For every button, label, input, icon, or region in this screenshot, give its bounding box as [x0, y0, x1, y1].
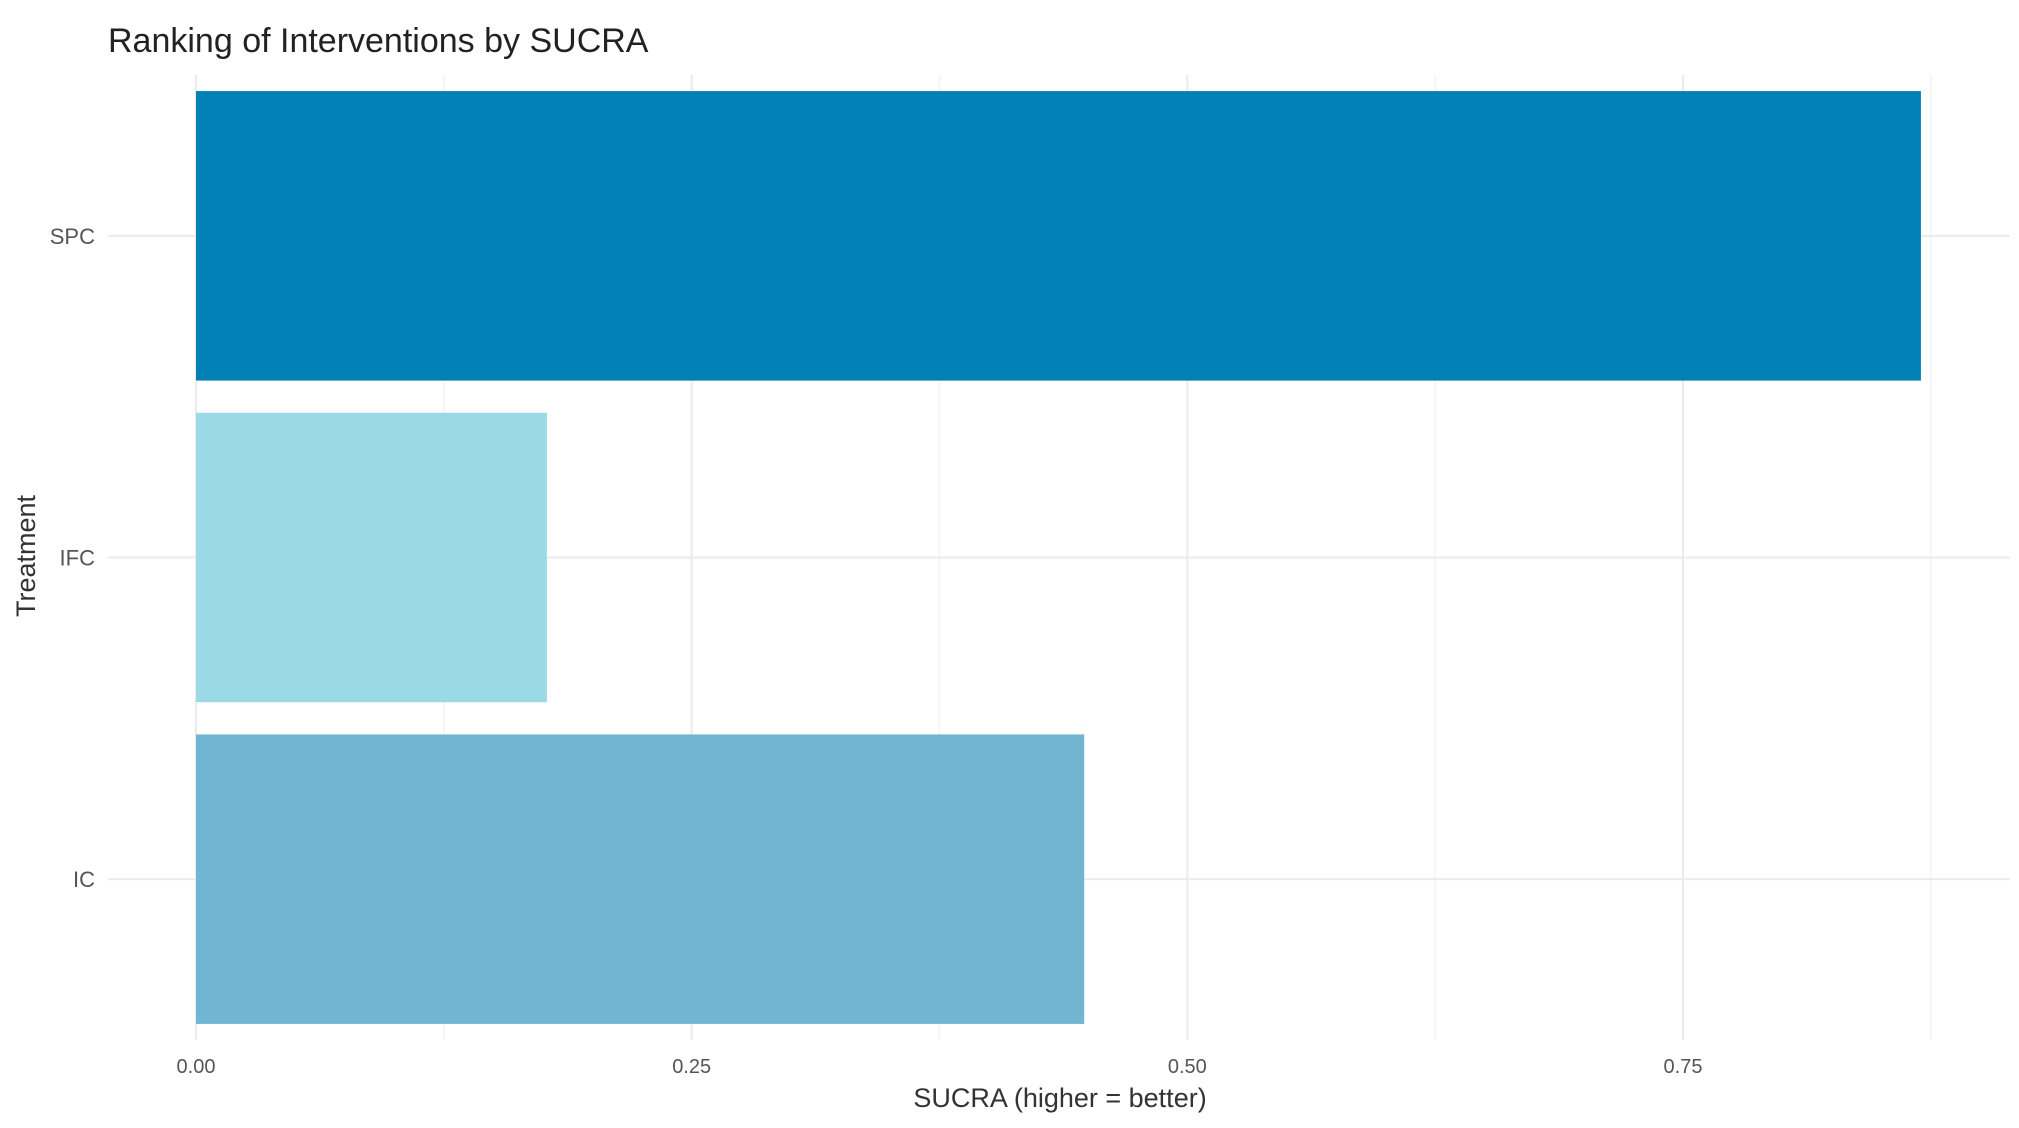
x-axis-title: SUCRA (higher = better)	[913, 1083, 1206, 1113]
category-label-ifc: IFC	[60, 546, 96, 571]
category-label-ic: IC	[73, 867, 95, 892]
bar-ifc	[196, 412, 547, 703]
chart-title: Ranking of Interventions by SUCRA	[108, 22, 649, 60]
bars	[196, 91, 1921, 1024]
bar-ic	[196, 734, 1085, 1024]
x-tick-labels: 0.00 0.25 0.50 0.75	[177, 1056, 1703, 1078]
category-label-spc: SPC	[50, 224, 95, 249]
y-axis-title: Treatment	[11, 494, 41, 617]
x-tick-label: 0.75	[1664, 1056, 1703, 1078]
x-tick-label: 0.25	[672, 1056, 711, 1078]
bar-spc	[196, 91, 1921, 381]
x-tick-label: 0.00	[177, 1056, 216, 1078]
x-tick-label: 0.50	[1168, 1056, 1207, 1078]
category-labels: SPC IFC IC	[50, 224, 95, 892]
